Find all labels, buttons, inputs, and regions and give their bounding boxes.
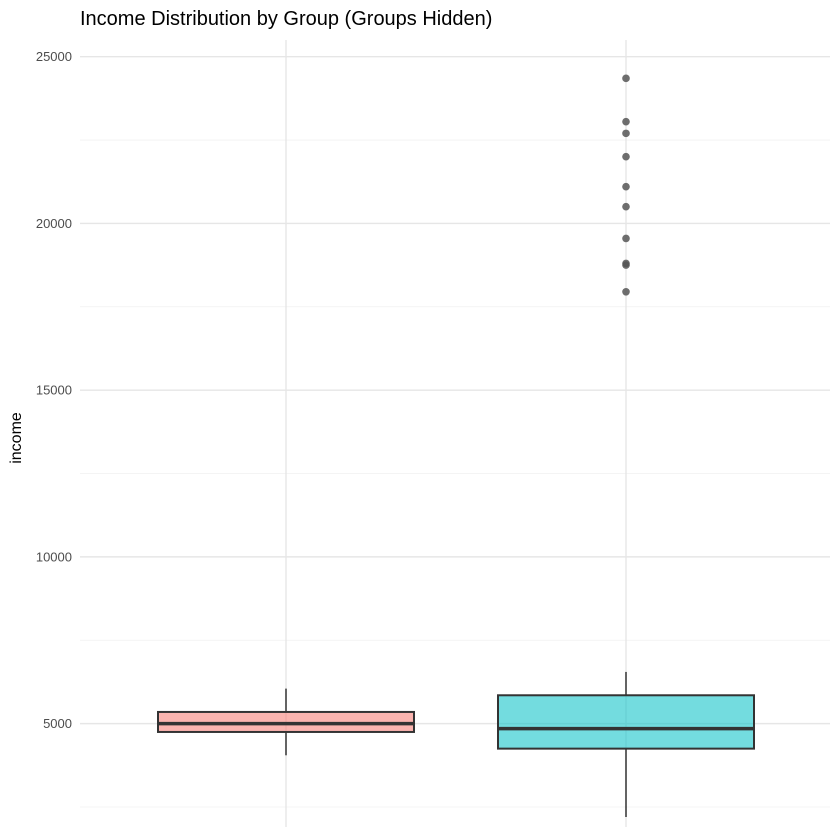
y-tick-label: 25000 bbox=[36, 49, 72, 64]
box-group-2 bbox=[497, 74, 755, 817]
y-axis-ticks: 5000 10000 15000 20000 25000 bbox=[36, 49, 72, 731]
box-group-1 bbox=[157, 688, 415, 756]
interquartile-box bbox=[497, 694, 755, 750]
boxplot-marks bbox=[157, 74, 755, 817]
outlier-point bbox=[622, 202, 630, 211]
y-axis-label: income bbox=[8, 412, 25, 464]
y-tick-label: 10000 bbox=[36, 549, 72, 564]
outlier-point bbox=[622, 74, 630, 83]
outlier-point bbox=[622, 234, 630, 243]
outlier-point bbox=[622, 261, 630, 269]
outlier-point bbox=[622, 152, 630, 161]
outlier-point bbox=[622, 287, 630, 296]
y-tick-label: 20000 bbox=[36, 216, 72, 231]
outlier-point bbox=[622, 117, 630, 126]
y-tick-label: 15000 bbox=[36, 383, 72, 398]
outlier-point bbox=[622, 129, 630, 138]
chart-title: Income Distribution by Group (Groups Hid… bbox=[80, 8, 492, 30]
outlier-point bbox=[622, 182, 630, 191]
y-tick-label: 5000 bbox=[43, 716, 72, 731]
